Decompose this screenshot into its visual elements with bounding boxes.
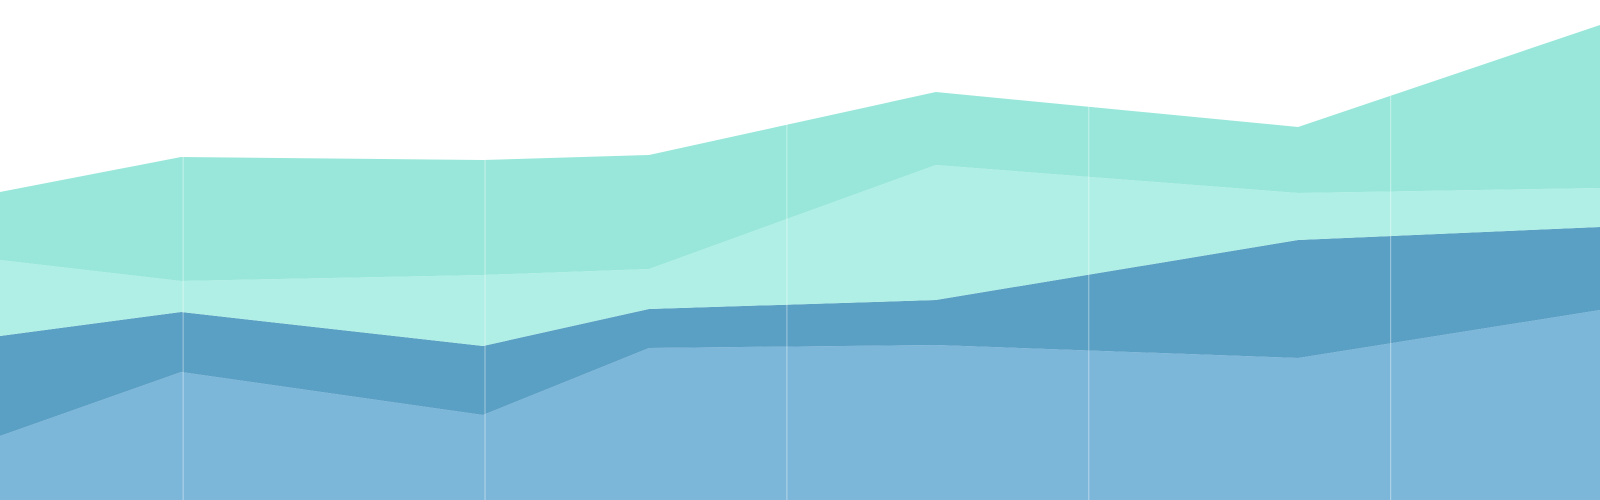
vertical-gridlines <box>182 0 1392 500</box>
area-series-1 <box>0 310 1600 500</box>
area-series-group <box>0 25 1600 500</box>
area-series-4 <box>0 25 1600 281</box>
area-series-3 <box>0 165 1600 346</box>
area-series-2 <box>0 227 1600 436</box>
